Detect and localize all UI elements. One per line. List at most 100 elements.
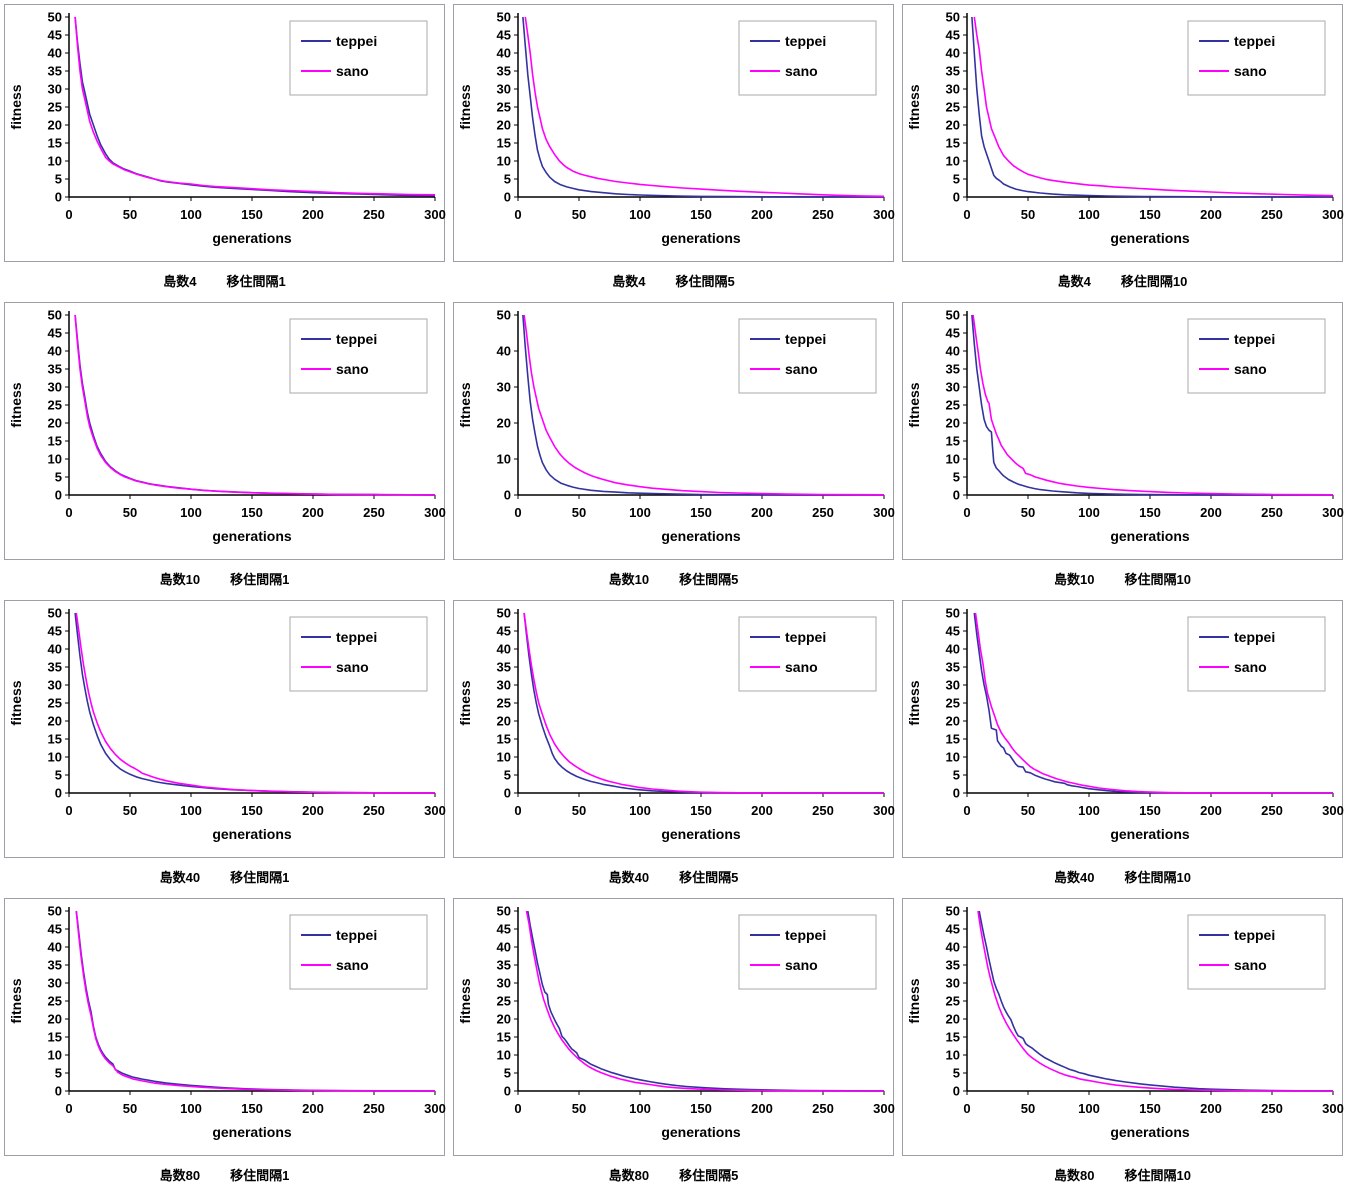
y-tick-label: 5 xyxy=(55,470,62,485)
y-tick-label: 35 xyxy=(946,958,960,973)
x-tick-label: 50 xyxy=(1021,505,1035,520)
y-tick-label: 20 xyxy=(946,1012,960,1027)
y-tick-label: 10 xyxy=(497,1048,511,1063)
x-tick-label: 0 xyxy=(514,505,521,520)
y-tick-label: 5 xyxy=(55,172,62,187)
legend-teppei-label: teppei xyxy=(336,629,377,645)
y-tick-label: 35 xyxy=(946,64,960,79)
y-tick-label: 20 xyxy=(946,714,960,729)
y-tick-label: 20 xyxy=(48,118,62,133)
legend-box xyxy=(738,20,877,96)
y-tick-label: 25 xyxy=(48,398,62,413)
x-tick-label: 50 xyxy=(123,803,137,818)
x-tick-label: 200 xyxy=(1200,207,1222,222)
y-tick-label: 20 xyxy=(946,416,960,431)
y-tick-label: 10 xyxy=(497,452,511,467)
x-tick-label: 0 xyxy=(514,1101,521,1116)
y-tick-label: 15 xyxy=(48,732,62,747)
y-tick-label: 30 xyxy=(497,82,511,97)
x-tick-label: 200 xyxy=(751,1101,773,1116)
x-axis-title: generations xyxy=(1110,826,1190,842)
chart-cell: 0 5 10 15 20 25 30 35 40 45 50 0 50 100 150 200 250 300 fi… xyxy=(898,0,1347,298)
y-tick-label: 40 xyxy=(497,940,511,955)
y-tick-label: 15 xyxy=(946,1030,960,1045)
legend-sano-label: sano xyxy=(785,957,818,973)
caption-island-count: 島数4 xyxy=(612,273,646,289)
sano-line xyxy=(524,16,885,198)
y-tick-label: 50 xyxy=(48,904,62,919)
x-tick-label: 300 xyxy=(873,505,895,520)
y-tick-label: 10 xyxy=(497,154,511,169)
y-tick-label: 5 xyxy=(953,470,960,485)
y-tick-label: 10 xyxy=(48,1048,62,1063)
x-tick-label: 300 xyxy=(1322,803,1344,818)
x-tick-label: 0 xyxy=(963,207,970,222)
x-axis-title: generations xyxy=(212,826,292,842)
x-tick-label: 250 xyxy=(1261,803,1283,818)
legend-sano-label: sano xyxy=(1234,63,1267,79)
legend-teppei-label: teppei xyxy=(1234,629,1275,645)
y-tick-label: 50 xyxy=(497,606,511,621)
x-tick-label: 200 xyxy=(751,207,773,222)
chart-panel: 0 5 10 15 20 25 30 35 40 45 50 0 50 100 150 200 250 300 fi… xyxy=(902,4,1344,262)
y-axis-title: fitness xyxy=(8,382,24,427)
legend-box xyxy=(289,914,428,990)
y-tick-label: 30 xyxy=(497,380,511,395)
y-tick-label: 45 xyxy=(48,624,62,639)
y-axis-title: fitness xyxy=(906,978,922,1023)
y-tick-label: 45 xyxy=(946,922,960,937)
line-chart: 0 5 10 15 20 25 30 35 40 45 50 0 50 100 150 200 250 300 fi… xyxy=(906,10,1344,247)
caption-island-count: 島数40 xyxy=(608,869,650,885)
y-tick-label: 0 xyxy=(55,488,62,503)
caption-migration-interval: 移住間隔1 xyxy=(230,571,290,587)
x-tick-label: 150 xyxy=(690,803,712,818)
chart-panel: 0 5 10 15 20 25 30 35 40 45 50 0 50 100 150 200 250 300 fi… xyxy=(4,898,446,1156)
y-tick-label: 5 xyxy=(55,1066,62,1081)
x-tick-label: 250 xyxy=(363,803,385,818)
y-tick-label: 0 xyxy=(953,1084,960,1099)
line-chart: 0 5 10 15 20 25 30 35 40 45 50 0 50 100 150 200 250 300 fi… xyxy=(457,904,895,1141)
y-tick-label: 30 xyxy=(497,976,511,991)
legend: teppei sano xyxy=(738,914,877,990)
line-chart: 0 5 10 15 20 25 30 35 40 45 50 0 50 100 150 200 250 300 fi… xyxy=(457,10,895,247)
x-tick-label: 250 xyxy=(812,505,834,520)
line-chart: 0 5 10 15 20 25 30 35 40 45 50 0 50 100 150 200 250 300 fi… xyxy=(8,10,446,247)
y-tick-label: 35 xyxy=(497,64,511,79)
y-tick-label: 20 xyxy=(497,714,511,729)
legend-box xyxy=(289,20,428,96)
x-tick-label: 100 xyxy=(629,1101,651,1116)
y-tick-label: 30 xyxy=(946,678,960,693)
chart-panel: 0 5 10 15 20 25 30 35 40 45 50 0 50 100 150 200 250 300 fi… xyxy=(902,898,1344,1156)
x-tick-label: 250 xyxy=(812,1101,834,1116)
x-tick-label: 300 xyxy=(424,207,446,222)
y-tick-label: 25 xyxy=(946,100,960,115)
chart-panel: 0 5 10 15 20 25 30 35 40 45 50 0 50 100 150 200 250 300 fi… xyxy=(453,898,895,1156)
teppei-line xyxy=(973,612,1334,794)
x-tick-label: 0 xyxy=(514,803,521,818)
x-tick-label: 100 xyxy=(1078,505,1100,520)
x-tick-label: 100 xyxy=(180,803,202,818)
x-tick-label: 250 xyxy=(363,1101,385,1116)
legend-teppei-label: teppei xyxy=(1234,33,1275,49)
x-tick-label: 250 xyxy=(363,207,385,222)
y-tick-label: 15 xyxy=(946,732,960,747)
legend-teppei-label: teppei xyxy=(336,331,377,347)
x-tick-label: 150 xyxy=(690,505,712,520)
legend-sano-label: sano xyxy=(785,659,818,675)
x-tick-label: 200 xyxy=(1200,803,1222,818)
line-chart: 0 5 10 15 20 25 30 35 40 45 50 0 50 100 150 200 250 300 fi… xyxy=(8,606,446,843)
legend-teppei-label: teppei xyxy=(1234,927,1275,943)
y-tick-label: 35 xyxy=(48,958,62,973)
legend-teppei-label: teppei xyxy=(785,927,826,943)
caption-migration-interval: 移住間隔10 xyxy=(1124,1167,1191,1183)
y-tick-label: 15 xyxy=(946,434,960,449)
x-axis-title: generations xyxy=(661,528,741,544)
y-tick-label: 25 xyxy=(497,696,511,711)
y-tick-label: 0 xyxy=(504,1084,511,1099)
legend-box xyxy=(738,616,877,692)
legend-box xyxy=(1187,616,1326,692)
chart-caption: 島数4 移住間隔5 xyxy=(449,262,898,298)
y-tick-label: 50 xyxy=(48,606,62,621)
x-axis-title: generations xyxy=(212,528,292,544)
caption-island-count: 島数80 xyxy=(1054,1167,1095,1183)
